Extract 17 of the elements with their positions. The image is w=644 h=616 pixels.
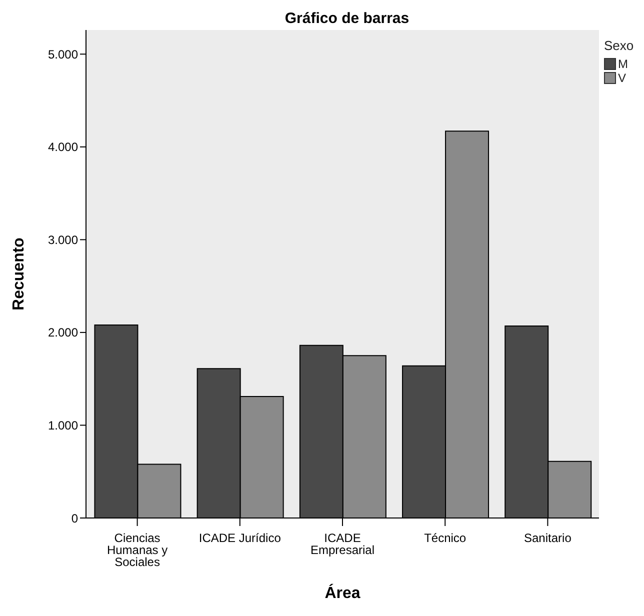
x-tick-label: Ciencias Humanas y Sociales [106, 531, 168, 569]
y-tick-label: 1.000 [48, 418, 78, 432]
x-axis-title: Área [324, 583, 360, 602]
y-tick-label: 4.000 [48, 140, 78, 154]
legend-label: V [617, 71, 628, 85]
legend-title: Sexo [604, 38, 635, 53]
legend-label: M [617, 57, 629, 71]
y-tick-label: 5.000 [48, 47, 78, 62]
chart-title: Gráfico de barras [284, 10, 410, 27]
y-axis-title: Recuento [10, 237, 28, 310]
x-tick-label: ICADE Jurídico [198, 531, 282, 545]
y-tick-label: 3.000 [48, 232, 78, 247]
x-tick-label: Sanitario [524, 531, 572, 545]
y-tick-label: 0 [71, 511, 78, 526]
x-tick-label: Técnico [424, 531, 466, 545]
x-tick-label: ICADE Empresarial [310, 531, 375, 557]
y-tick-label: 2.000 [48, 326, 78, 340]
